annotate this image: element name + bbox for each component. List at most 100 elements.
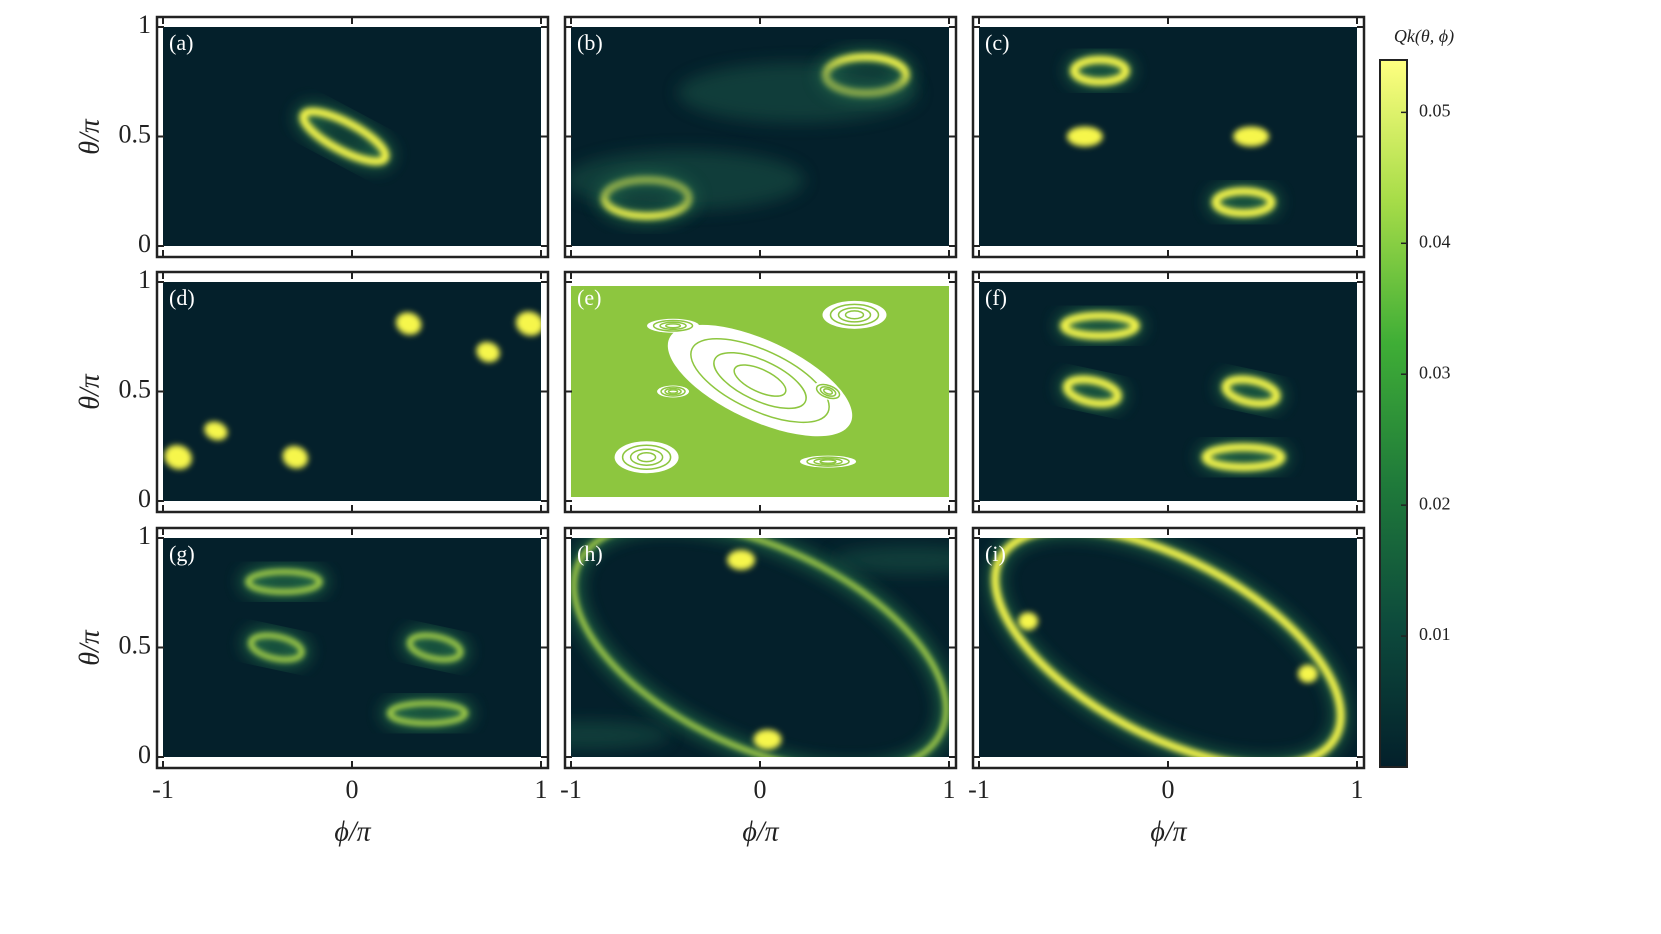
- x-tick-label: -1: [152, 775, 174, 804]
- y-tick-label: 0: [138, 229, 151, 258]
- ring: [299, 107, 390, 166]
- ring: [991, 538, 1345, 757]
- panel-label: (d): [169, 285, 195, 310]
- plot-area: [979, 27, 1357, 246]
- panel: (b): [563, 15, 958, 259]
- y-axis-label: θ/π: [74, 629, 105, 666]
- x-tick-label: -1: [560, 775, 582, 804]
- heatmap-bg: [979, 282, 1357, 501]
- orbit: [664, 387, 682, 396]
- panel-label: (e): [577, 285, 601, 310]
- x-tick-label: 0: [1162, 775, 1175, 804]
- orbit: [667, 389, 679, 394]
- plot-area: [979, 538, 1357, 757]
- plot-area: [163, 538, 541, 757]
- colorbar-tick-label: 0.01: [1419, 624, 1451, 644]
- orbit: [629, 448, 664, 466]
- orbit: [713, 351, 807, 410]
- orbit: [823, 388, 834, 395]
- plot-area: [571, 538, 949, 757]
- hot-spot: [282, 445, 309, 469]
- x-tick-label: 1: [1351, 775, 1364, 804]
- y-axis-label: θ/π: [74, 118, 105, 155]
- hot-spot: [204, 421, 228, 441]
- heatmap-bg: [163, 27, 541, 246]
- orbit: [660, 386, 686, 397]
- panel: (f): [971, 270, 1366, 514]
- plot-area: [163, 27, 541, 246]
- orbit: [659, 321, 687, 331]
- x-tick-label: -1: [968, 775, 990, 804]
- ring: [1059, 311, 1140, 340]
- panel-label: (b): [577, 30, 603, 55]
- ring: [245, 569, 323, 595]
- ring: [1062, 375, 1122, 408]
- hot-spot: [164, 444, 192, 470]
- x-tick-label: 0: [346, 775, 359, 804]
- colorbar-tick-label: 0.02: [1419, 493, 1451, 513]
- hot-spot: [395, 312, 422, 335]
- heatmap-bg: [979, 538, 1357, 757]
- panel-label: (h): [577, 541, 603, 566]
- orbit: [819, 459, 837, 465]
- orbit: [733, 364, 787, 397]
- hot-spot: [476, 341, 500, 363]
- y-tick-label: 0.5: [119, 119, 152, 148]
- ring: [1211, 187, 1276, 218]
- y-tick-label: 0.5: [119, 374, 152, 403]
- hot-spot: [753, 729, 782, 750]
- hot-spot: [727, 549, 756, 570]
- heatmap-bg: [979, 27, 1357, 246]
- orbit: [829, 303, 880, 327]
- orbit: [690, 338, 830, 424]
- haze: [831, 545, 949, 574]
- y-tick-label: 1: [138, 521, 151, 550]
- island: [614, 441, 679, 474]
- island: [667, 324, 853, 437]
- plot-area: [979, 282, 1357, 501]
- colorbar-tick-label: 0.04: [1419, 231, 1451, 251]
- colorbar-tick-label: 0.03: [1419, 362, 1451, 382]
- x-axis-label: ϕ/π: [1150, 816, 1187, 847]
- plot-area: [571, 286, 949, 497]
- panel: (c): [971, 15, 1366, 259]
- ring: [1221, 375, 1281, 408]
- y-tick-label: 0.5: [119, 630, 152, 659]
- panel: (d) 0 0.5 1 θ/π: [74, 265, 550, 514]
- hot-spot: [1066, 126, 1103, 147]
- panel: (g)-1 0 100.51ϕ/πθ/π: [74, 521, 550, 847]
- hot-spot: [1018, 612, 1039, 631]
- ring: [407, 632, 464, 663]
- ring: [248, 632, 305, 663]
- ring: [387, 700, 469, 726]
- colorbar: [1379, 59, 1408, 768]
- orbit: [815, 383, 841, 400]
- orbit: [652, 319, 694, 332]
- orbit: [813, 457, 843, 466]
- panel-label: (a): [169, 30, 193, 55]
- island: [812, 382, 844, 401]
- hot-spot: [1233, 126, 1270, 147]
- orbit: [665, 323, 682, 329]
- haze: [677, 62, 918, 123]
- y-tick-label: 1: [138, 10, 151, 39]
- haze: [571, 150, 805, 211]
- panel: (e): [563, 270, 958, 514]
- heatmap-bg: [163, 282, 541, 501]
- ring: [571, 538, 949, 757]
- ring: [1201, 443, 1286, 472]
- y-tick-label: 0: [138, 484, 151, 513]
- x-axis-label: ϕ/π: [742, 816, 779, 847]
- x-axis-label: ϕ/π: [334, 816, 371, 847]
- orbit: [621, 444, 672, 470]
- heatmap-bg: [163, 538, 541, 757]
- haze: [571, 721, 670, 750]
- plot-area: [571, 27, 949, 246]
- orbit: [844, 310, 865, 320]
- orbit: [819, 386, 837, 397]
- orbit: [636, 451, 657, 463]
- panel-label: (f): [985, 285, 1007, 310]
- ring: [1069, 55, 1130, 86]
- panel-label: (g): [169, 541, 195, 566]
